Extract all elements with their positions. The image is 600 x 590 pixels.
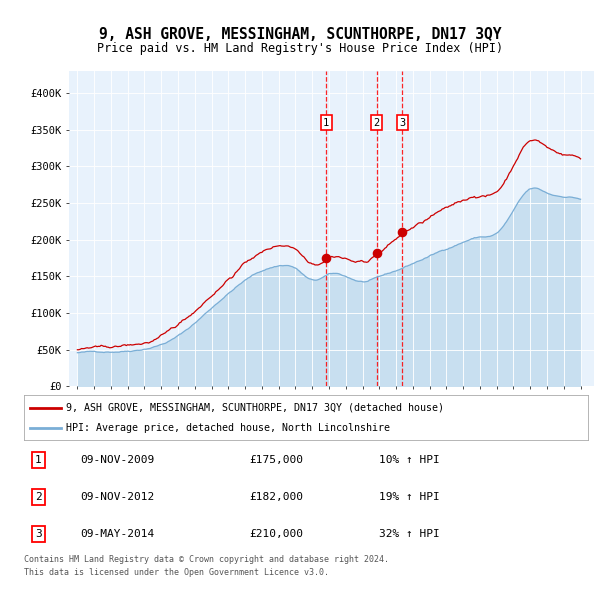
Text: 1: 1	[35, 455, 41, 465]
Text: 1: 1	[323, 118, 329, 128]
Text: 3: 3	[399, 118, 406, 128]
Text: Contains HM Land Registry data © Crown copyright and database right 2024.: Contains HM Land Registry data © Crown c…	[24, 555, 389, 563]
Text: 9, ASH GROVE, MESSINGHAM, SCUNTHORPE, DN17 3QY (detached house): 9, ASH GROVE, MESSINGHAM, SCUNTHORPE, DN…	[66, 403, 444, 412]
Text: 9, ASH GROVE, MESSINGHAM, SCUNTHORPE, DN17 3QY: 9, ASH GROVE, MESSINGHAM, SCUNTHORPE, DN…	[99, 27, 501, 41]
Text: 09-NOV-2009: 09-NOV-2009	[80, 455, 155, 465]
Text: HPI: Average price, detached house, North Lincolnshire: HPI: Average price, detached house, Nort…	[66, 424, 391, 434]
Text: 3: 3	[35, 529, 41, 539]
Point	[322, 253, 331, 263]
Text: This data is licensed under the Open Government Licence v3.0.: This data is licensed under the Open Gov…	[24, 568, 329, 576]
Text: 32% ↑ HPI: 32% ↑ HPI	[379, 529, 440, 539]
Text: 09-NOV-2012: 09-NOV-2012	[80, 492, 155, 502]
Text: 2: 2	[373, 118, 380, 128]
Point	[397, 228, 407, 237]
Text: £175,000: £175,000	[250, 455, 304, 465]
Text: 10% ↑ HPI: 10% ↑ HPI	[379, 455, 440, 465]
Text: 09-MAY-2014: 09-MAY-2014	[80, 529, 155, 539]
Text: Price paid vs. HM Land Registry's House Price Index (HPI): Price paid vs. HM Land Registry's House …	[97, 42, 503, 55]
Text: 2: 2	[35, 492, 41, 502]
Point	[372, 248, 382, 258]
Text: 19% ↑ HPI: 19% ↑ HPI	[379, 492, 440, 502]
Text: £182,000: £182,000	[250, 492, 304, 502]
Text: £210,000: £210,000	[250, 529, 304, 539]
